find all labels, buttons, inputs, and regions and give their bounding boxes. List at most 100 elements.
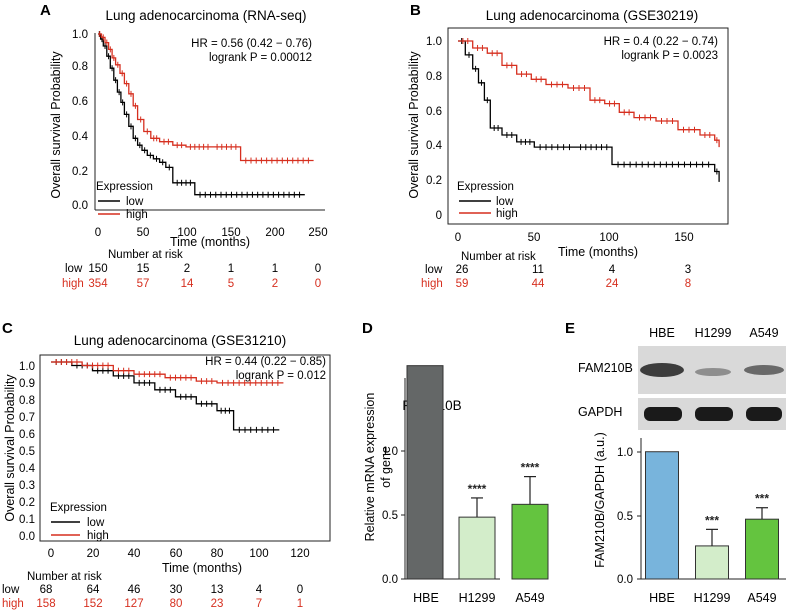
x-tick-label: 120 (290, 548, 309, 560)
hr-text-b: HR = 0.4 (0.22 − 0.74) (604, 36, 719, 48)
risk-value: 0 (297, 584, 303, 596)
plot-frame-c (39, 354, 331, 542)
risk-value: 5 (228, 278, 234, 290)
risk-row-label-low: low (65, 263, 83, 275)
x-ticks-a: 0 50 100 150 200 250 (95, 227, 328, 239)
x-ticks-e: HBE H1299 A549 (649, 591, 776, 605)
bar-hbe (645, 451, 679, 580)
x-tick-label: 250 (308, 227, 327, 239)
y-axis-label-d-line1: Relative mRNA expression (363, 393, 377, 542)
x-ticks-b: 0 50 100 150 (455, 232, 694, 244)
y-tick-label: 1.0 (617, 447, 633, 459)
y-tick-label: 0.5 (617, 511, 633, 523)
risk-value: 13 (211, 584, 224, 596)
x-tick-label: H1299 (694, 591, 731, 605)
y-ticks-d: 0.0 0.5 1.0 (382, 446, 405, 586)
risk-value: 64 (87, 584, 100, 596)
panel-d: D FAM210B Relative mRNA expression of ge… (362, 320, 549, 605)
x-tick-label: 150 (221, 227, 240, 239)
panel-label-c: C (2, 320, 13, 337)
risk-value: 127 (124, 598, 143, 610)
y-tick-label: 1.0 (382, 446, 398, 458)
y-tick-label: 0.6 (426, 106, 442, 118)
y-ticks-a: 0.0 0.2 0.4 0.6 0.8 1.0 (72, 29, 89, 212)
y-axis-label-b: Overall survival Probability (407, 51, 421, 199)
x-tick-label: 150 (674, 232, 693, 244)
logrank-text-c: logrank P = 0.012 (236, 370, 326, 382)
y-tick-label: 0.4 (19, 463, 36, 475)
y-tick-label: 0.0 (382, 574, 398, 586)
hr-text-c: HR = 0.44 (0.22 − 0.85) (205, 356, 326, 368)
x-tick-label: 50 (137, 227, 150, 239)
blot-row-label-fam210b: FAM210B (578, 361, 633, 375)
km-curves-c (51, 359, 284, 433)
x-tick-label: HBE (649, 591, 675, 605)
y-tick-label: 0.5 (382, 510, 398, 522)
legend-title-b: Expression (457, 181, 514, 193)
x-axis-label-a: Time (months) (170, 235, 250, 249)
km-curve-low (458, 40, 720, 182)
x-tick-label: H1299 (459, 591, 496, 605)
panel-a: A Lung adenocarcinoma (RNA-seq) Overall … (40, 2, 328, 290)
x-tick-label: 0 (95, 227, 101, 239)
legend-high-label: high (126, 209, 148, 221)
risk-header-b: Number at risk (461, 251, 536, 263)
y-tick-label: 0.2 (426, 175, 442, 187)
y-axis-label-c: Overall survival Probability (3, 374, 17, 522)
legend-low-label: low (87, 517, 105, 529)
panel-label-b: B (410, 2, 421, 19)
risk-value: 68 (40, 584, 53, 596)
y-ticks-b: 0 0.2 0.4 0.6 0.8 1.0 (426, 36, 443, 222)
x-tick-label: A549 (747, 591, 776, 605)
panel-b: B Lung adenocarcinoma (GSE30219) Overall… (407, 2, 729, 290)
y-tick-label: 1.0 (19, 361, 35, 373)
panel-c: C Lung adenocarcinoma (GSE31210) Overall… (2, 320, 331, 610)
risk-row-label-high: high (62, 278, 84, 290)
x-axis-label-b: Time (months) (558, 245, 638, 259)
y-tick-label: 0.4 (72, 131, 89, 143)
panel-e: E HBE H1299 A549 FAM210B GAPDH FAM210B/G… (565, 320, 786, 605)
y-ticks-e: 0.0 0.5 1.0 (617, 447, 641, 586)
y-tick-label: 0.8 (19, 395, 35, 407)
risk-value: 30 (170, 584, 183, 596)
risk-header-a: Number at risk (108, 249, 183, 261)
risk-value: 2 (272, 278, 278, 290)
risk-values-a: 150 15 2 1 1 0 354 57 14 5 2 0 (88, 263, 321, 290)
risk-value: 24 (606, 278, 619, 290)
km-curves-b (458, 38, 720, 182)
chart-title-b: Lung adenocarcinoma (GSE30219) (486, 8, 698, 23)
y-axis-label-d-line2: of gene (379, 446, 393, 488)
y-tick-label: 0 (436, 210, 442, 222)
bar-a549 (745, 518, 779, 580)
x-axis-label-c: Time (months) (162, 561, 242, 575)
y-tick-label: 0.8 (72, 61, 88, 73)
y-tick-label: 0.2 (72, 166, 88, 178)
x-tick-label: 200 (265, 227, 284, 239)
risk-value: 3 (685, 264, 691, 276)
risk-row-label-high: high (421, 278, 443, 290)
legend-title-c: Expression (50, 502, 107, 514)
blot-row-label-gapdh: GAPDH (578, 405, 622, 419)
blot-lane-label: HBE (649, 326, 675, 340)
plot-frame-b (447, 27, 729, 225)
risk-values-b: 26 11 4 3 59 44 24 8 (456, 264, 692, 290)
bar-a549 (511, 503, 549, 580)
risk-row-label-low: low (2, 584, 20, 596)
blot-band-gapdh-a549 (746, 407, 782, 421)
x-tick-label: 0 (48, 548, 54, 560)
significance-label: **** (468, 482, 487, 496)
blot-band-fam210b-hbe (640, 363, 684, 377)
risk-value: 1 (228, 263, 234, 275)
logrank-text-b: logrank P = 0.0023 (621, 50, 718, 62)
y-ticks-c: 0.0 0.1 0.2 0.3 0.4 0.5 0.6 0.7 0.8 0.9 … (19, 361, 36, 543)
risk-value: 57 (137, 278, 150, 290)
y-tick-label: 0.2 (19, 497, 35, 509)
blot-lane-label: H1299 (695, 326, 732, 340)
blot-band-gapdh-hbe (644, 407, 682, 421)
risk-value: 8 (685, 278, 691, 290)
x-tick-label: 40 (128, 548, 141, 560)
significance-label: **** (521, 461, 540, 475)
blot-band-gapdh-h1299 (695, 407, 733, 421)
bar-hbe (406, 365, 444, 580)
